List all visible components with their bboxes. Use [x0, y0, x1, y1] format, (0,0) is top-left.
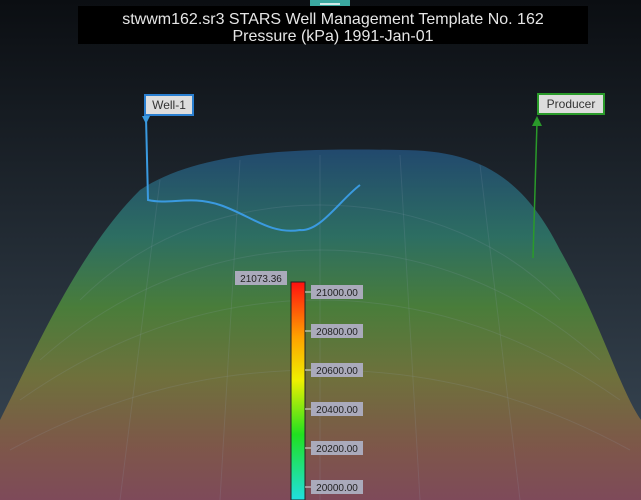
producer-arrow [532, 116, 542, 126]
max-label-box [235, 271, 287, 285]
title: stwwm162.sr3 STARS Well Management Templ… [122, 11, 544, 28]
surface-mesh [9, 154, 631, 500]
tick-label: 21000.00 [316, 288, 358, 299]
tick-label-box [311, 441, 363, 455]
tick-label-box [311, 285, 363, 299]
tick-label: 20600.00 [316, 366, 358, 377]
tick-label: 20800.00 [316, 327, 358, 338]
tick-label: 20200.00 [316, 444, 358, 455]
producer-label-box[interactable] [537, 93, 605, 115]
tick-label-box [311, 324, 363, 338]
color-bar [290, 281, 306, 500]
tick-label: 20400.00 [316, 405, 358, 416]
producer-line [532, 121, 538, 259]
well-label-box[interactable] [144, 94, 194, 116]
tick-label: 20000.00 [316, 483, 358, 494]
tick-label-box [311, 363, 363, 377]
well-label[interactable]: Well-1 [152, 98, 186, 112]
well-marker [142, 116, 150, 124]
subtitle: Pressure (kPa) 1991-Jan-01 [233, 28, 434, 45]
title-box [78, 6, 588, 44]
tick-label-box [311, 402, 363, 416]
tick-label-box [311, 480, 363, 494]
well-trajectory [145, 116, 361, 232]
producer-label[interactable]: Producer [547, 97, 596, 111]
max-label: 21073.36 [240, 274, 282, 285]
